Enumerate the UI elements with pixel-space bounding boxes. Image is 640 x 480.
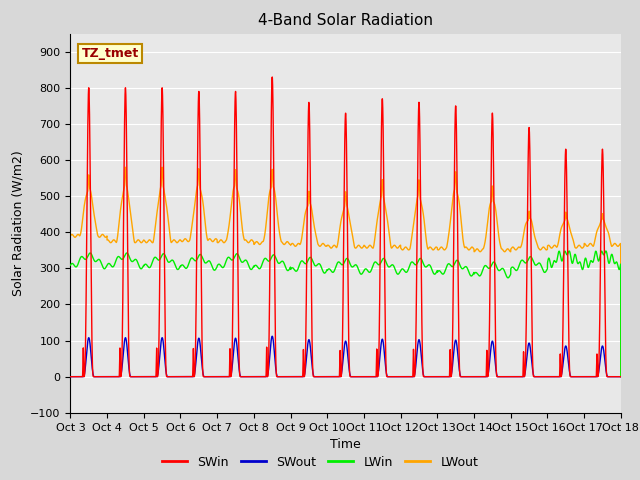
- Legend: SWin, SWout, LWin, LWout: SWin, SWout, LWin, LWout: [157, 451, 483, 474]
- X-axis label: Time: Time: [330, 438, 361, 451]
- Y-axis label: Solar Radiation (W/m2): Solar Radiation (W/m2): [12, 150, 25, 296]
- Text: TZ_tmet: TZ_tmet: [81, 47, 139, 60]
- Title: 4-Band Solar Radiation: 4-Band Solar Radiation: [258, 13, 433, 28]
